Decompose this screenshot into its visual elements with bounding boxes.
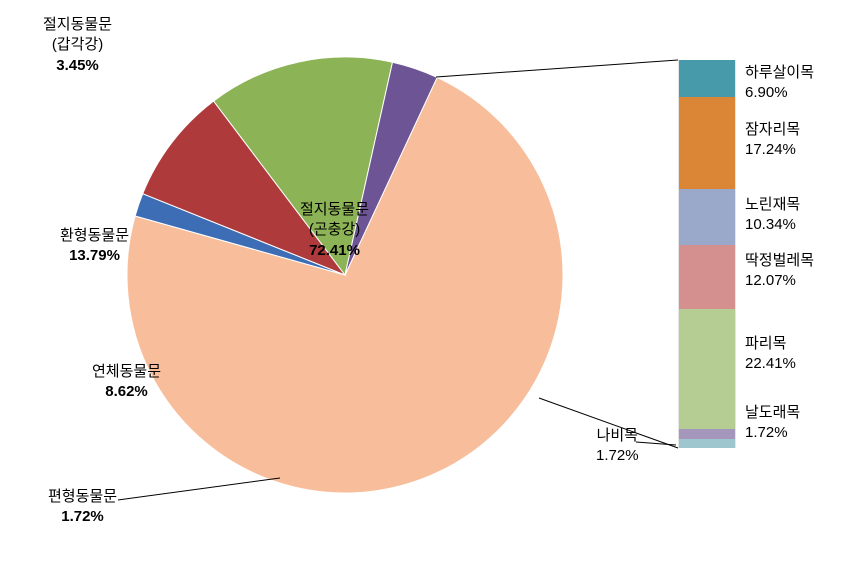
label-lepid-name: 나비목 <box>597 427 638 444</box>
label-coleo-name: 딱정벌레목 <box>745 252 814 269</box>
label-insecta-line1: 절지동물문 <box>300 201 369 218</box>
label-annelid-line1: 환형동물문 <box>60 227 129 244</box>
label-ephem-name: 하루살이목 <box>745 64 814 81</box>
label-insecta: 절지동물문 (곤충강) 72.41% <box>300 200 369 261</box>
label-odonata-name: 잠자리목 <box>745 121 800 138</box>
label-lepid-pct: 1.72% <box>596 447 639 464</box>
label-hemip-name: 노린재목 <box>745 196 800 213</box>
label-flatworm: 편형동물문 1.72% <box>48 487 117 528</box>
label-insecta-pct: 72.41% <box>309 242 360 259</box>
label-flatworm-line1: 편형동물문 <box>48 488 117 505</box>
label-crustacea-pct: 3.45% <box>56 57 99 74</box>
label-crustacea: 절지동물문 (갑각강) 3.45% <box>43 15 112 76</box>
label-diptera-name: 파리목 <box>745 335 786 352</box>
label-diptera-pct: 22.41% <box>745 355 796 372</box>
label-annelid-pct: 13.79% <box>69 247 120 264</box>
label-lepid: 나비목 1.72% <box>596 426 639 465</box>
stacked-seg-odonata <box>679 97 735 189</box>
stacked-seg-diptera <box>679 309 735 429</box>
stacked-seg-hemip <box>679 189 735 244</box>
label-mollusc-pct: 8.62% <box>105 383 148 400</box>
label-ephem: 하루살이목 6.90% <box>745 63 814 102</box>
label-trich-name: 날도래목 <box>745 404 800 421</box>
pie-chart <box>125 55 565 495</box>
label-annelid: 환형동물문 13.79% <box>60 226 129 267</box>
chart-container: 절지동물문 (곤충강) 72.41% 편형동물문 1.72% 연체동물문 8.6… <box>0 0 849 567</box>
label-trich-pct: 1.72% <box>745 424 788 441</box>
label-crustacea-line1: 절지동물문 <box>43 16 112 33</box>
label-odonata-pct: 17.24% <box>745 141 796 158</box>
label-odonata: 잠자리목 17.24% <box>745 120 800 159</box>
label-insecta-line2: (곤충강) <box>309 221 360 238</box>
label-hemip-pct: 10.34% <box>745 216 796 233</box>
label-coleo: 딱정벌레목 12.07% <box>745 251 814 290</box>
label-diptera: 파리목 22.41% <box>745 334 796 373</box>
label-flatworm-pct: 1.72% <box>61 508 104 525</box>
pie-svg <box>125 55 565 495</box>
stacked-bar <box>678 60 736 448</box>
stacked-seg-ephem <box>679 60 735 97</box>
label-coleo-pct: 12.07% <box>745 272 796 289</box>
stacked-seg-trich <box>679 429 735 438</box>
label-mollusc: 연체동물문 8.62% <box>92 362 161 403</box>
label-crustacea-line2: (갑각강) <box>52 36 103 53</box>
label-mollusc-line1: 연체동물문 <box>92 363 161 380</box>
label-hemip: 노린재목 10.34% <box>745 195 800 234</box>
stacked-seg-lepid <box>679 439 735 448</box>
label-trich: 날도래목 1.72% <box>745 403 800 442</box>
label-ephem-pct: 6.90% <box>745 84 788 101</box>
stacked-seg-coleo <box>679 245 735 310</box>
